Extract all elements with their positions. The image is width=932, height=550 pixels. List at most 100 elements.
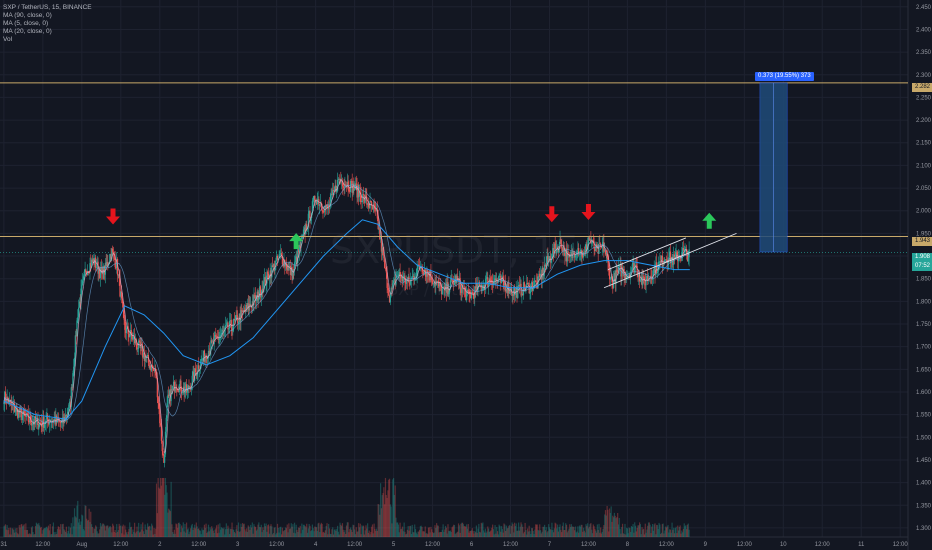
candle-body	[201, 358, 203, 360]
candle-body	[223, 329, 225, 331]
volume-bar	[222, 528, 224, 537]
candle-body	[115, 267, 117, 268]
volume-bar	[616, 517, 618, 537]
volume-bar	[499, 525, 501, 537]
arrow-down-icon	[581, 203, 596, 220]
candle-body	[136, 344, 138, 349]
volume-bar	[14, 528, 16, 537]
volume-bar	[398, 532, 400, 537]
volume-bar	[446, 533, 448, 537]
candle-body	[531, 282, 534, 291]
candle-body	[244, 311, 246, 313]
volume-bar	[630, 525, 633, 537]
volume-bar	[225, 523, 227, 537]
candle-body	[387, 287, 389, 291]
candle-body	[478, 282, 480, 286]
candle-body	[418, 266, 421, 269]
volume-bar	[307, 528, 309, 537]
volume-bar	[381, 495, 383, 537]
measure-range-label[interactable]: 0.373 (19.55%) 373	[755, 72, 814, 81]
volume-bar	[535, 524, 538, 537]
volume-bar	[103, 524, 105, 537]
arrow-down-icon	[544, 206, 559, 223]
candle-body	[194, 368, 196, 381]
candle-body	[261, 288, 263, 294]
candle-body	[139, 341, 141, 348]
candle-body	[617, 272, 619, 273]
volume-bar	[288, 523, 290, 537]
volume-bar	[500, 526, 503, 537]
candle-body	[372, 205, 374, 210]
candle-body	[41, 423, 43, 427]
volume-bar	[470, 530, 472, 537]
volume-bar	[233, 531, 236, 537]
candle-body	[534, 280, 536, 286]
x-tick-label: 12:00	[35, 542, 51, 548]
candle-body	[303, 227, 305, 230]
candle-body	[164, 454, 166, 463]
volume-bar	[188, 534, 190, 537]
candle-body	[628, 273, 630, 276]
y-tick-label: 2.450	[916, 5, 932, 11]
candle-body	[56, 415, 58, 423]
legend-ma-5[interactable]: MA (5, close, 0)	[3, 20, 49, 27]
candle-body	[248, 303, 250, 311]
candle-body	[427, 274, 430, 275]
candle-body	[520, 283, 522, 296]
volume-bar	[467, 524, 469, 537]
volume-bar	[110, 527, 112, 537]
legend-volume[interactable]: Vol	[3, 36, 13, 43]
candle-body	[669, 251, 672, 264]
volume-bar	[382, 493, 384, 537]
x-tick-label: 12:00	[113, 542, 129, 548]
volume-bar	[309, 525, 311, 537]
candle-body	[479, 282, 481, 287]
candle-body	[376, 209, 378, 219]
candle-body	[91, 259, 93, 263]
legend-ma-20[interactable]: MA (20, close, 0)	[3, 28, 52, 35]
volume-bar	[491, 527, 493, 537]
volume-bar	[522, 526, 524, 537]
volume-bar	[550, 529, 552, 537]
x-tick-label: 12:00	[269, 542, 285, 548]
candle-body	[405, 279, 408, 284]
candle-body	[592, 239, 594, 242]
volume-bar	[242, 524, 244, 537]
volume-bar	[74, 516, 76, 537]
volume-bar	[549, 529, 551, 537]
volume-bar	[638, 525, 640, 537]
candle-body	[436, 280, 439, 283]
volume-bar	[619, 529, 621, 537]
volume-bar	[328, 523, 330, 537]
volume-bar	[596, 524, 598, 537]
candle-body	[504, 283, 506, 286]
volume-bar	[151, 525, 154, 537]
chart-legend[interactable]: SXP / TetherUS, 15, BINANCE MA (90, clos…	[3, 4, 92, 44]
volume-bar	[424, 526, 426, 537]
candle-body	[654, 268, 656, 276]
volume-bar	[673, 527, 675, 537]
candle-body	[25, 415, 27, 417]
ma-fast-line	[3, 179, 690, 454]
candle-body	[448, 292, 450, 295]
volume-bar	[658, 522, 660, 537]
legend-ma-90[interactable]: MA (90, close, 0)	[3, 12, 52, 19]
volume-bar	[295, 524, 297, 537]
volume-bar	[380, 508, 383, 537]
volume-bar	[198, 530, 201, 537]
volume-bar	[79, 524, 81, 537]
volume-bar	[680, 533, 682, 537]
volume-bar	[62, 523, 64, 537]
volume-bar	[51, 534, 53, 537]
volume-bar	[126, 534, 128, 537]
volume-bar	[159, 488, 161, 537]
candle-body	[285, 262, 287, 267]
volume-bar	[103, 525, 106, 537]
volume-bar	[314, 526, 316, 537]
candle-body	[40, 423, 42, 424]
volume-bar	[348, 532, 350, 537]
volume-bar	[180, 532, 182, 537]
volume-bar	[158, 487, 160, 537]
